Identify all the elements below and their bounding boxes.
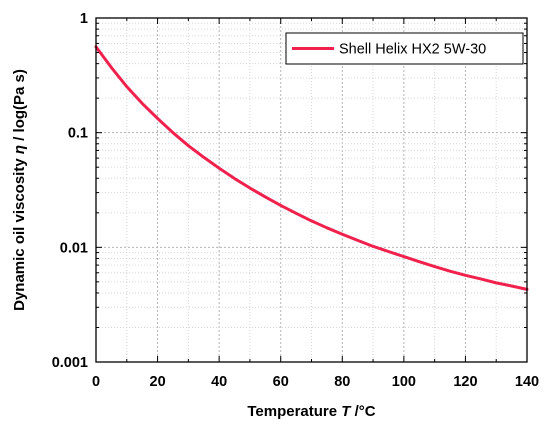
tick-marks [95,17,528,363]
x-tick-label: 80 [334,374,350,390]
grid [96,18,527,362]
x-tick-label: 40 [211,374,227,390]
y-tick-labels: 0.001 0.01 0.1 1 [52,11,88,371]
y-axis-title-unit: / log(Pa s) [11,69,28,145]
x-tick-label: 140 [515,374,539,390]
y-tick-label: 0.001 [52,355,88,371]
y-tick-label: 1 [80,11,88,27]
y-tick-label: 0.01 [60,240,88,256]
x-tick-label: 100 [392,374,416,390]
y-tick-label: 0.1 [68,126,88,142]
y-axis-title: Dynamic oil viscosity η / log(Pa s) [11,69,28,311]
x-tick-label: 120 [453,374,477,390]
x-axis-title-unit: /°C [350,403,375,420]
x-tick-label: 60 [273,374,289,390]
y-axis-title-text: Dynamic oil viscosity [11,154,28,311]
series-layer [94,45,529,291]
legend-label: Shell Helix HX2 5W-30 [339,42,486,58]
x-axis-title-text: Temperature [247,403,341,420]
y-axis-title-symbol: η [11,145,28,154]
legend: Shell Helix HX2 5W-30 [285,32,524,65]
x-tick-label: 0 [92,374,100,390]
x-tick-labels: 0 20 40 60 80 100 120 140 [92,374,539,390]
x-axis-title-symbol: T [341,403,352,420]
x-tick-label: 20 [150,374,166,390]
x-axis-title: Temperature T /°C [247,403,375,420]
series-line [94,45,529,291]
